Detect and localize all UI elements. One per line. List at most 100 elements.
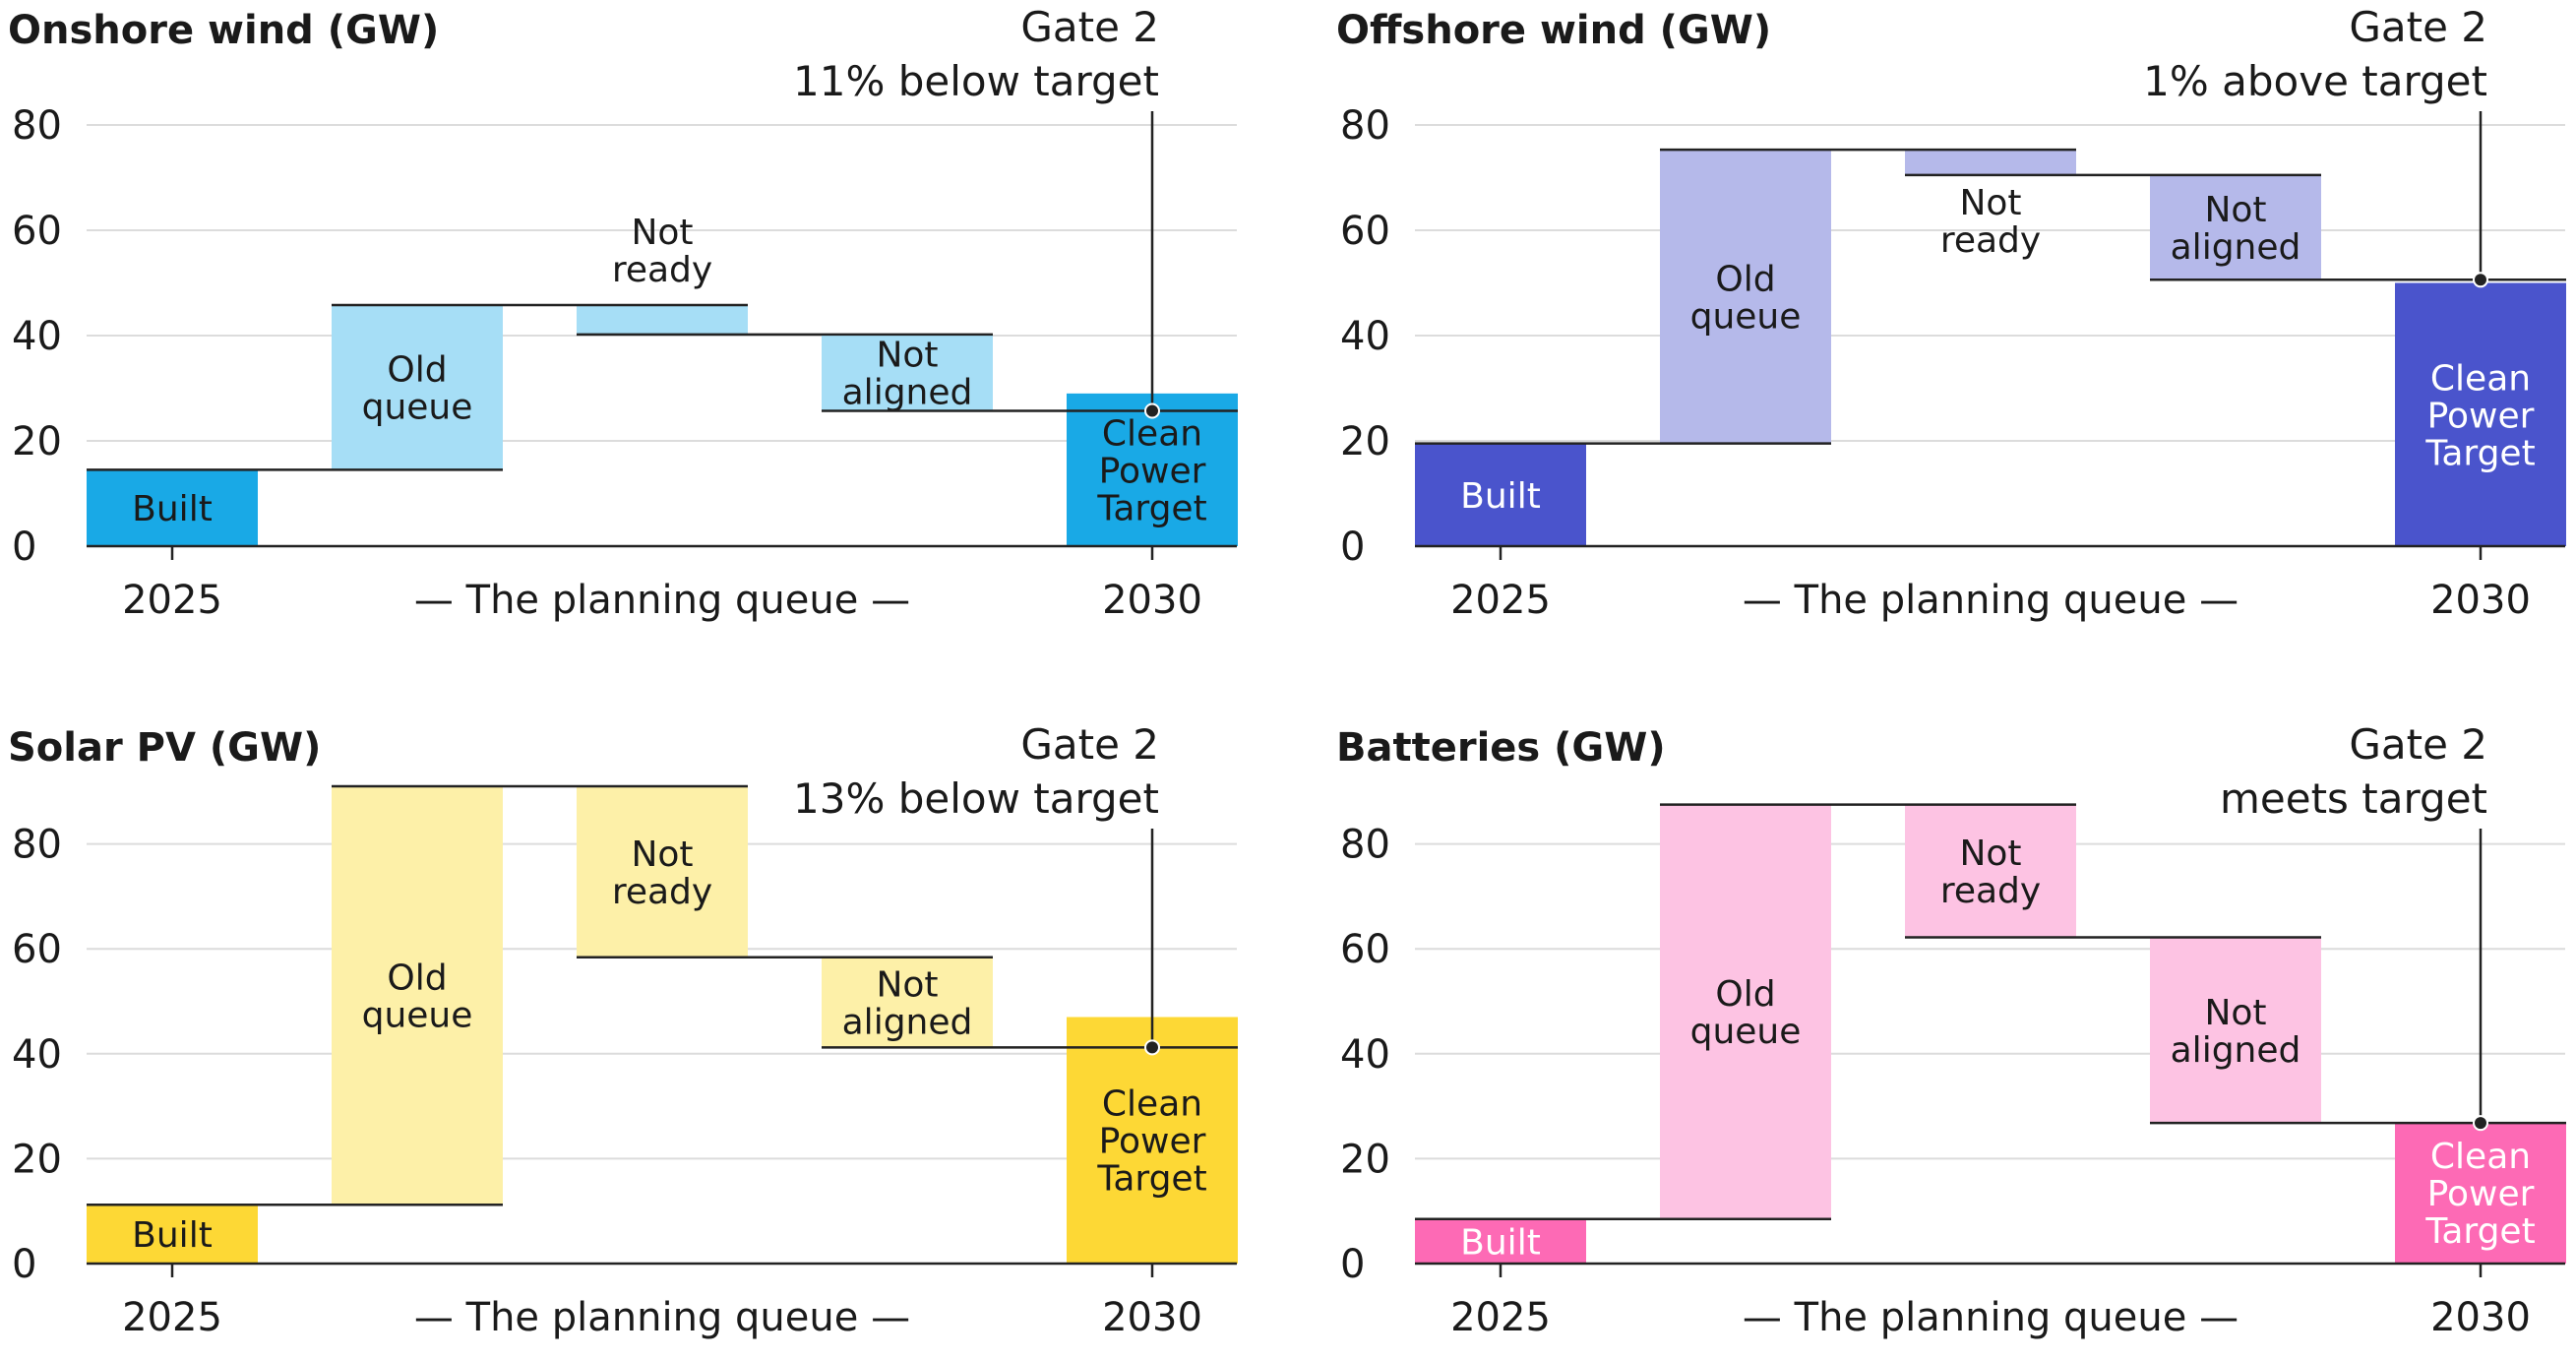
y-tick-label: 40 — [12, 1032, 62, 1078]
bar-label: Old — [387, 958, 447, 999]
bar-label: Built — [1460, 1222, 1541, 1263]
gate2-annotation-line: Gate 2 — [1020, 720, 1159, 769]
bar-clean-power-target — [1067, 393, 1238, 546]
chart-panel-2: Offshore wind (GW) Gate 2 1% above target 0… — [1336, 3, 2566, 623]
bar-label: Not — [876, 965, 938, 1006]
bar-label: ready — [1940, 220, 2041, 261]
bar-label: Not — [1959, 834, 2021, 874]
bar-label: aligned — [2171, 227, 2301, 268]
bar-label: Not — [631, 213, 693, 253]
gate2-annotation-line: 11% below target — [793, 57, 1159, 105]
chart-panel-3: Solar PV (GW) Gate 2 13% below target 0 20 40… — [8, 720, 1238, 1340]
y-tick-label: 0 — [12, 1242, 36, 1287]
bar-label: Old — [387, 350, 447, 391]
bar-label: Power — [2427, 1174, 2535, 1214]
y-tick-label: 20 — [12, 419, 62, 464]
gate2-marker-dot — [1144, 402, 1160, 419]
y-tick-label: 40 — [12, 314, 62, 359]
bar-clean-power-target — [1067, 1017, 1238, 1264]
chart-panel-1: Onshore wind (GW) Gate 2 11% below target 0… — [8, 3, 1238, 623]
y-tick-label: 80 — [1340, 103, 1390, 149]
bar-label: aligned — [2171, 1030, 2301, 1071]
y-tick-label: 20 — [1340, 419, 1390, 464]
bar-clean-power-target — [2395, 1122, 2566, 1264]
bar-label: Power — [1099, 1122, 1206, 1162]
bar-label: queue — [362, 996, 473, 1036]
bar-not-aligned — [822, 334, 993, 411]
x-axis-label: — The planning queue — — [414, 578, 910, 623]
bar-not-ready — [577, 304, 748, 335]
bar-label: aligned — [842, 1003, 973, 1043]
bar-clean-power-target — [2395, 282, 2566, 546]
x-axis-label: 2025 — [1450, 1295, 1551, 1340]
x-axis-label: 2030 — [2430, 1295, 2531, 1340]
bar-built — [87, 1205, 258, 1264]
chart-title: Batteries (GW) — [1336, 725, 1666, 771]
bar-label: Not — [876, 336, 938, 376]
x-axis-label: 2025 — [1450, 578, 1551, 623]
bar-built — [1415, 1218, 1586, 1264]
bar-label: Not — [631, 835, 693, 875]
bar-old-queue — [1660, 150, 1831, 444]
gate2-annotation-line: Gate 2 — [2349, 3, 2487, 51]
bar-label: Target — [2424, 433, 2535, 473]
gate2-annotation-line: Gate 2 — [1020, 3, 1159, 51]
bar-label: Clean — [1102, 413, 1202, 454]
bar-old-queue — [1660, 804, 1831, 1219]
bar-label: Not — [2204, 190, 2266, 230]
x-axis-label: 2025 — [122, 578, 222, 623]
y-tick-label: 60 — [1340, 209, 1390, 254]
bar-label: Power — [2427, 396, 2535, 436]
y-tick-label: 0 — [1340, 1242, 1365, 1287]
y-tick-label: 0 — [1340, 525, 1365, 570]
gate2-annotation-line: 13% below target — [793, 774, 1159, 823]
bar-not-aligned — [2150, 937, 2321, 1124]
bar-old-queue — [332, 304, 503, 470]
bar-label: Target — [2424, 1211, 2535, 1252]
x-axis-label: 2025 — [122, 1295, 222, 1340]
y-tick-label: 40 — [1340, 1032, 1390, 1078]
y-tick-label: 60 — [12, 209, 62, 254]
chart-title: Onshore wind (GW) — [8, 8, 439, 53]
y-tick-label: 80 — [12, 103, 62, 149]
x-axis-label: 2030 — [1102, 1295, 1202, 1340]
chart-title: Solar PV (GW) — [8, 725, 321, 771]
y-tick-label: 80 — [1340, 823, 1390, 868]
bar-label: Target — [1096, 488, 1206, 528]
y-tick-label: 0 — [12, 525, 36, 570]
y-tick-label: 20 — [1340, 1137, 1390, 1182]
chart-title: Offshore wind (GW) — [1336, 8, 1771, 53]
bar-not-ready — [1905, 150, 2076, 175]
bar-label: Clean — [2430, 1137, 2531, 1177]
bar-label: Clean — [2430, 358, 2531, 399]
gate2-annotation-line: meets target — [2220, 774, 2487, 823]
bar-not-ready — [1905, 804, 2076, 938]
x-axis-label: — The planning queue — — [1743, 578, 2239, 623]
bar-label: queue — [362, 388, 473, 428]
bar-built — [87, 469, 258, 546]
bar-not-aligned — [2150, 174, 2321, 280]
y-tick-label: 40 — [1340, 314, 1390, 359]
bar-old-queue — [332, 785, 503, 1205]
bar-label: Not — [2204, 993, 2266, 1033]
gate2-marker-dot — [2473, 1115, 2488, 1132]
gate2-annotation-line: 1% above target — [2143, 57, 2487, 105]
bar-not-ready — [577, 785, 748, 958]
bar-label: Old — [1715, 259, 1775, 299]
y-tick-label: 60 — [1340, 927, 1390, 972]
bar-label: Old — [1715, 974, 1775, 1015]
x-axis-label: — The planning queue — — [414, 1295, 910, 1340]
bar-label: ready — [612, 250, 712, 290]
y-tick-label: 60 — [12, 927, 62, 972]
bar-label: Built — [132, 489, 213, 529]
gate2-marker-dot — [2473, 272, 2488, 288]
bar-label: queue — [1690, 1012, 1802, 1052]
bar-built — [1415, 443, 1586, 546]
bar-label: Built — [132, 1215, 213, 1256]
chart-panel-4: Batteries (GW) Gate 2 meets target 0 20 40 60 8… — [1336, 720, 2566, 1340]
bar-label: ready — [612, 872, 712, 912]
bar-label: ready — [1940, 871, 2041, 911]
x-axis-label: — The planning queue — — [1743, 1295, 2239, 1340]
